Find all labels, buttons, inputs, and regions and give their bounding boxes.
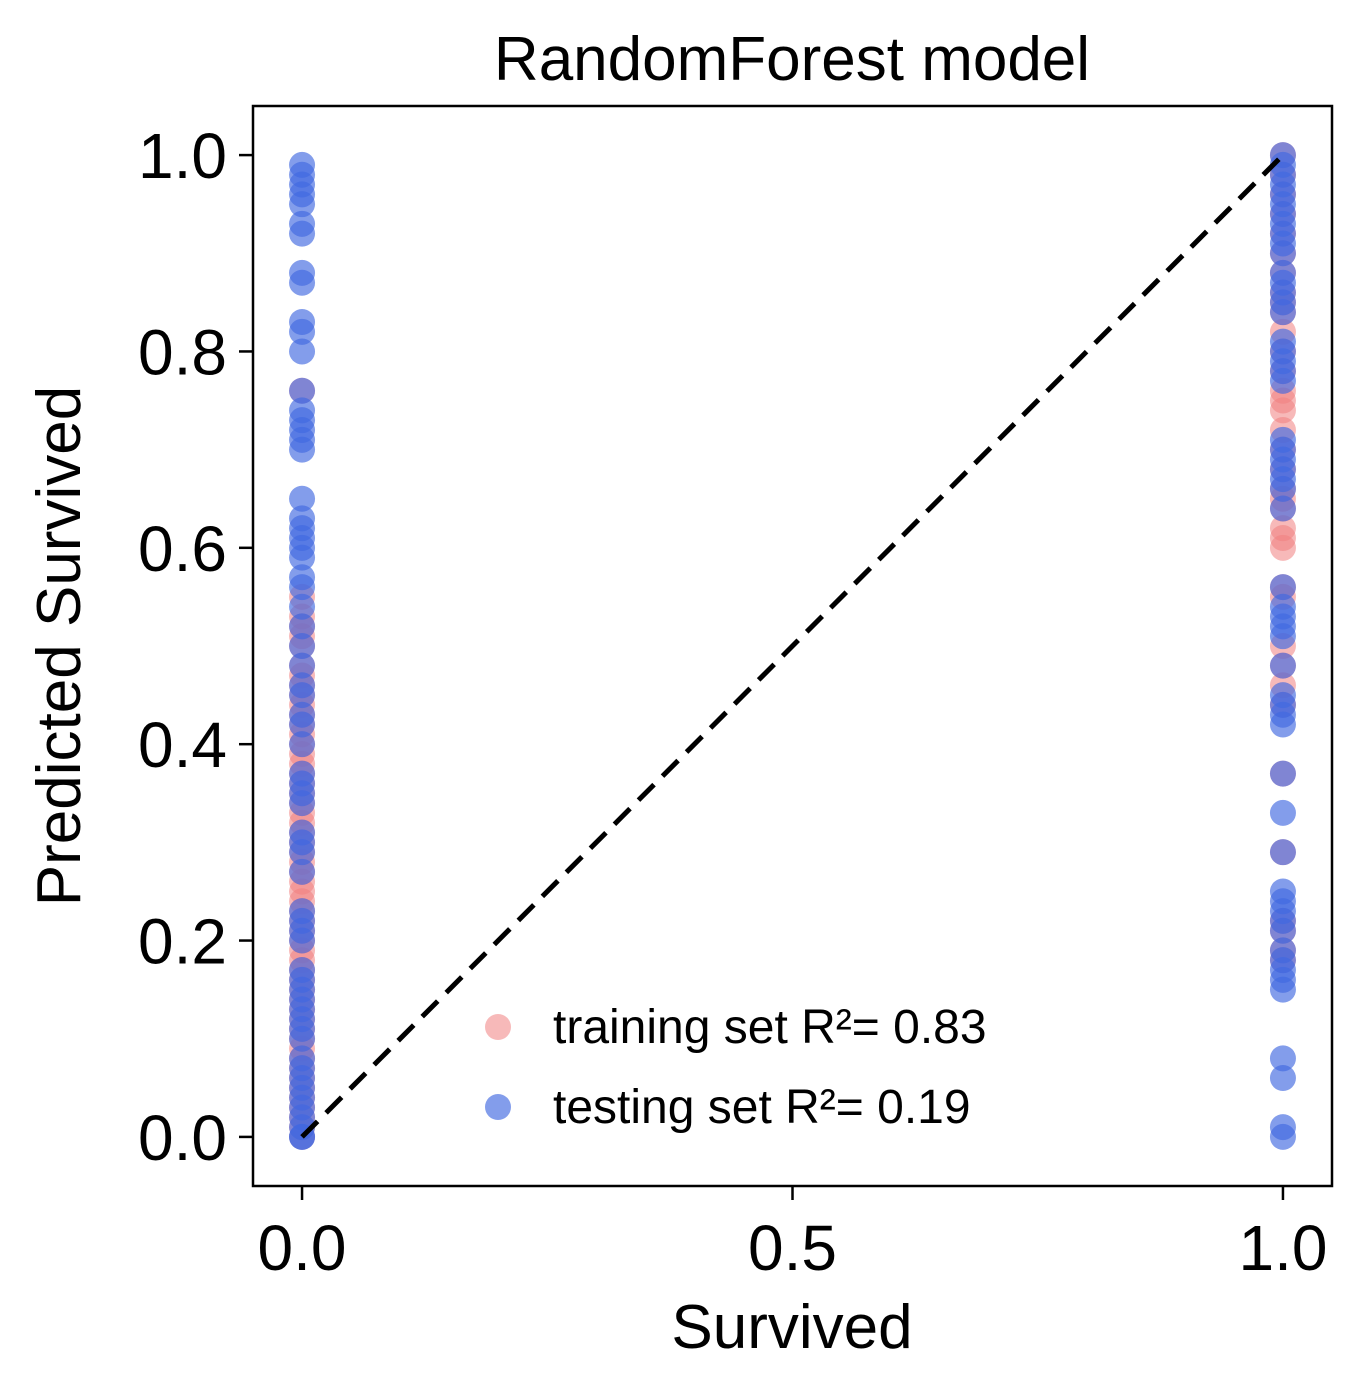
testing-point xyxy=(289,309,316,335)
testing-point xyxy=(289,633,316,659)
testing-point xyxy=(289,564,316,591)
testing-point xyxy=(1269,937,1296,964)
y-tick-label: 0.0 xyxy=(138,1102,227,1174)
y-axis: 0.0 0.2 0.4 0.6 0.8 1.0 xyxy=(138,120,253,1174)
testing-point xyxy=(289,338,316,365)
testing-point xyxy=(289,731,316,758)
legend-marker-testing xyxy=(485,1094,511,1120)
y-tick-label: 0.4 xyxy=(138,709,227,781)
testing-point xyxy=(289,259,316,286)
testing-point xyxy=(289,898,316,925)
y-tick-label: 0.8 xyxy=(138,316,227,388)
testing-point xyxy=(1269,259,1296,286)
testing-point xyxy=(1269,878,1296,905)
testing-point xyxy=(1269,574,1296,601)
testing-point xyxy=(289,858,316,885)
legend-label-testing: testing set R²= 0.19 xyxy=(553,1081,971,1134)
testing-point xyxy=(289,819,316,846)
points-layer xyxy=(289,142,1296,1150)
testing-point xyxy=(289,701,316,728)
testing-point xyxy=(1269,1114,1296,1141)
testing-point xyxy=(289,672,316,699)
testing-point xyxy=(289,652,316,679)
testing-point xyxy=(289,760,316,787)
x-tick-label: 1.0 xyxy=(1238,1212,1327,1284)
testing-point xyxy=(1269,652,1296,679)
testing-point xyxy=(289,151,316,178)
x-axis-label: Survived xyxy=(671,1293,912,1362)
testing-point xyxy=(1269,682,1296,709)
training-point xyxy=(1269,515,1296,542)
testing-point xyxy=(1269,1065,1296,1091)
testing-point xyxy=(1269,839,1296,866)
y-axis-label: Predicted Survived xyxy=(25,386,94,906)
x-tick-label: 0.5 xyxy=(748,1212,837,1284)
testing-point xyxy=(289,957,316,983)
testing-point xyxy=(289,613,316,640)
testing-point xyxy=(289,485,316,512)
testing-point xyxy=(1269,495,1296,522)
testing-point xyxy=(1269,1045,1296,1072)
y-tick-label: 0.6 xyxy=(138,513,227,585)
reference-line xyxy=(300,153,1285,1139)
testing-point xyxy=(289,1045,316,1072)
x-tick-label: 0.0 xyxy=(258,1212,347,1284)
testing-point xyxy=(1269,760,1296,787)
testing-point xyxy=(289,397,316,424)
testing-point xyxy=(1269,328,1296,355)
testing-series xyxy=(289,142,1296,1150)
testing-point xyxy=(1269,426,1296,453)
x-axis: 0.0 0.5 1.0 xyxy=(258,1186,1327,1284)
y-tick-label: 0.2 xyxy=(138,906,227,978)
legend-label-training: training set R²= 0.83 xyxy=(553,1001,987,1054)
legend: training set R²= 0.83 testing set R²= 0.… xyxy=(485,1001,987,1134)
testing-point xyxy=(289,505,316,532)
testing-point xyxy=(289,210,316,237)
testing-point xyxy=(1269,593,1296,620)
testing-point xyxy=(289,377,316,404)
testing-point xyxy=(289,593,316,620)
chart-title: RandomForest model xyxy=(494,25,1090,94)
y-tick-label: 1.0 xyxy=(138,120,227,192)
testing-point xyxy=(1269,799,1296,826)
legend-marker-training xyxy=(485,1014,511,1040)
